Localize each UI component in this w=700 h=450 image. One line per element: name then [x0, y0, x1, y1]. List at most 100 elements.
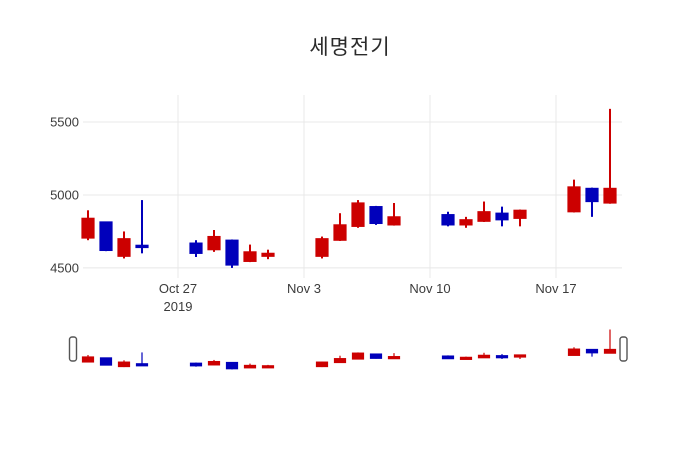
- candle-2019-11-12[interactable]: [459, 216, 473, 228]
- candle-body: [189, 242, 203, 254]
- candle-body: [585, 187, 599, 203]
- candle-2019-10-28[interactable]: [189, 240, 203, 257]
- candle-2019-10-25[interactable]: [135, 200, 149, 254]
- y-tick-label: 4500: [50, 260, 79, 275]
- candle-2019-11-18[interactable]: [567, 179, 581, 213]
- candle-2019-11-13[interactable]: [477, 201, 491, 222]
- candle-body: [585, 348, 599, 354]
- rangeslider-candle-2019-11-04: [315, 361, 329, 368]
- candle-2019-11-01[interactable]: [261, 249, 275, 260]
- candle-body: [351, 202, 365, 227]
- x-tick-label: Nov 3: [287, 281, 321, 296]
- candle-body: [387, 216, 401, 226]
- rangeslider-candle-2019-11-20: [603, 329, 617, 354]
- candle-body: [135, 244, 149, 249]
- y-tick-label: 5000: [50, 187, 79, 202]
- rangeslider-candle-2019-11-07: [369, 353, 383, 359]
- candle-body: [459, 356, 473, 360]
- candle-2019-10-23[interactable]: [99, 221, 113, 252]
- candle-body: [207, 360, 221, 366]
- candle-body: [387, 356, 401, 360]
- candle-body: [567, 186, 581, 213]
- candle-body: [441, 214, 455, 226]
- rangeslider-candle-2019-11-01: [261, 364, 275, 369]
- rangeslider-candle-2019-10-25: [135, 352, 149, 367]
- candle-2019-10-22[interactable]: [81, 210, 95, 241]
- candle-body: [207, 235, 221, 251]
- chart-title: 세명전기: [309, 36, 391, 59]
- rangeslider-candle-2019-10-24: [117, 360, 131, 368]
- candle-body: [225, 239, 239, 266]
- candle-2019-11-19[interactable]: [585, 187, 599, 217]
- candle-body: [81, 356, 95, 363]
- rangeslider-track[interactable]: [70, 326, 635, 372]
- rangeslider-candle-2019-11-12: [459, 356, 473, 360]
- rangeslider-candle-2019-10-31: [243, 363, 257, 369]
- candle-body: [495, 212, 509, 221]
- candle-2019-10-24[interactable]: [117, 231, 131, 259]
- rangeslider-candle-2019-11-08: [387, 353, 401, 360]
- x-tick-label: Nov 10: [409, 281, 450, 296]
- rangeslider-candle-2019-10-23: [99, 357, 113, 366]
- rangeslider-candle-2019-11-13: [477, 352, 491, 359]
- x-tick-sublabel: 2019: [164, 299, 193, 314]
- candle-2019-10-29[interactable]: [207, 229, 221, 252]
- rangeslider-handle-left[interactable]: [68, 336, 78, 362]
- candle-2019-11-11[interactable]: [441, 211, 455, 227]
- candle-body: [243, 364, 257, 369]
- rangeslider-candle-2019-10-29: [207, 359, 221, 366]
- x-tick-label: Oct 27: [159, 281, 197, 296]
- candle-body: [567, 348, 581, 356]
- candle-body: [99, 357, 113, 366]
- rangeslider-candle-2019-11-15: [513, 354, 527, 360]
- y-tick-label: 5500: [50, 114, 79, 129]
- candle-body: [477, 211, 491, 222]
- rangeslider-candle-2019-11-14: [495, 354, 509, 360]
- candle-body: [333, 224, 347, 241]
- candle-2019-11-04[interactable]: [315, 236, 329, 259]
- candle-body: [333, 358, 347, 364]
- rangeslider-candle-2019-11-05: [333, 355, 347, 364]
- candle-2019-11-20[interactable]: [603, 108, 617, 204]
- candle-body: [189, 362, 203, 367]
- x-tick-label: Nov 17: [535, 281, 576, 296]
- candle-body: [243, 251, 257, 262]
- candle-body: [603, 348, 617, 354]
- candle-body: [315, 361, 329, 368]
- candle-body: [513, 209, 527, 219]
- candle-body: [225, 361, 239, 370]
- candle-2019-11-07[interactable]: [369, 205, 383, 225]
- candle-body: [99, 221, 113, 252]
- candle-body: [477, 354, 491, 359]
- candle-body: [369, 206, 383, 225]
- candle-body: [495, 355, 509, 359]
- candle-2019-10-31[interactable]: [243, 244, 257, 263]
- candle-body: [603, 187, 617, 204]
- rangeslider-candle-2019-10-28: [189, 362, 203, 367]
- candle-body: [459, 219, 473, 226]
- candle-body: [135, 363, 149, 367]
- rangeslider-candle-2019-11-18: [567, 347, 581, 356]
- rangeslider-handle-right[interactable]: [619, 336, 628, 362]
- rangeslider-candle-2019-10-22: [81, 354, 95, 363]
- rangeslider-candle-2019-10-30: [225, 361, 239, 370]
- candle-2019-10-30[interactable]: [225, 239, 239, 268]
- candle-body: [261, 365, 275, 369]
- candle-body: [81, 217, 95, 239]
- rangeslider-candle-2019-11-06: [351, 352, 365, 360]
- candle-body: [513, 354, 527, 358]
- candle-body: [315, 238, 329, 257]
- candle-body: [351, 352, 365, 360]
- candle-body: [261, 252, 275, 257]
- rangeslider-candle-2019-11-19: [585, 348, 599, 357]
- candle-2019-11-06[interactable]: [351, 200, 365, 228]
- candle-2019-11-05[interactable]: [333, 213, 347, 241]
- candle-2019-11-14[interactable]: [495, 206, 509, 227]
- candle-body: [117, 238, 131, 257]
- candle-2019-11-15[interactable]: [513, 209, 527, 227]
- candle-body: [117, 361, 131, 368]
- candle-2019-11-08[interactable]: [387, 202, 401, 226]
- rangeslider-candle-2019-11-11: [441, 355, 455, 360]
